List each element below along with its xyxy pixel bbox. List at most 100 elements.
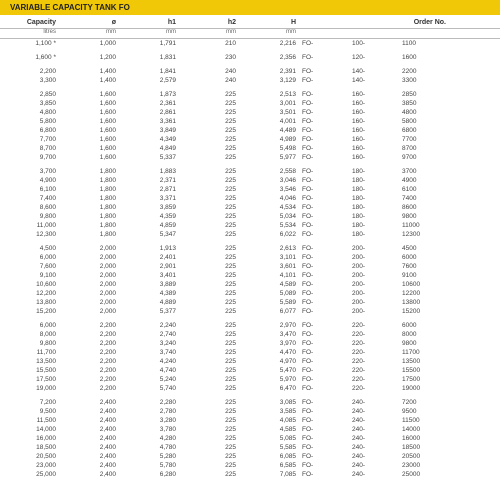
cell-d: 2,200 [60,316,120,330]
cell-H: 3,470 [240,330,300,339]
cell-cap: 3,700 [0,162,60,176]
cell-order-0: FO- [300,230,350,239]
cell-order-0: FO- [300,470,350,479]
title-bar: VARIABLE CAPACITY TANK FO [0,0,500,15]
cell-order-1: 160- [350,85,400,99]
cell-order-2: 11000 [400,221,450,230]
table-row: 3,3001,4002,5792403,129FO-140-3300 [0,76,500,85]
table-row: 7,7001,6004,3492254,989FO-160-7700 [0,135,500,144]
cell-d: 1,600 [60,144,120,153]
cell-order-2: 8600 [400,203,450,212]
cell-order-1: 220- [350,330,400,339]
cell-H: 5,085 [240,434,300,443]
cell-order-1: 240- [350,407,400,416]
cell-order-0: FO- [300,375,350,384]
cell-h1: 4,780 [120,443,180,452]
cell-H: 4,101 [240,271,300,280]
cell-cap: 11,500 [0,416,60,425]
table-row: 9,8002,2003,2402253,970FO-220-9800 [0,339,500,348]
cell-order-2: 9100 [400,271,450,280]
cell-d: 2,200 [60,384,120,393]
cell-order-1: 200- [350,307,400,316]
cell-h1: 4,280 [120,434,180,443]
cell-order-1: 240- [350,461,400,470]
cell-cap: 9,800 [0,212,60,221]
cell-h1: 3,780 [120,425,180,434]
cell-cap: 15,200 [0,307,60,316]
cell-order-1: 160- [350,117,400,126]
cell-cap: 1,600 * [0,48,60,62]
table-row: 13,5002,2004,2402254,970FO-220-13500 [0,357,500,366]
cell-d: 1,600 [60,126,120,135]
table-row: 2,2001,4001,8412402,391FO-140-2200 [0,62,500,76]
cell-order-2: 4500 [400,239,450,253]
table-row: 11,5002,4003,2802254,085FO-240-11500 [0,416,500,425]
cell-H: 7,085 [240,470,300,479]
cell-H: 4,001 [240,117,300,126]
cell-order-1: 140- [350,62,400,76]
cell-d: 2,400 [60,416,120,425]
cell-order-1: 220- [350,316,400,330]
cell-order-1: 160- [350,108,400,117]
cell-h2: 225 [180,393,240,407]
cell-order-1: 220- [350,384,400,393]
table-row: 4,5002,0001,9132252,613FO-200-4500 [0,239,500,253]
table-row: 3,7001,8001,8832252,558FO-180-3700 [0,162,500,176]
cell-H: 2,513 [240,85,300,99]
cell-h1: 3,889 [120,280,180,289]
cell-order-1: 200- [350,239,400,253]
col-h2: h2 [180,15,240,29]
cell-h1: 4,859 [120,221,180,230]
cell-order-0: FO- [300,307,350,316]
cell-order-2: 9800 [400,339,450,348]
cell-order-1: 200- [350,289,400,298]
cell-cap: 6,800 [0,126,60,135]
cell-order-0: FO- [300,271,350,280]
cell-order-2: 14000 [400,425,450,434]
cell-order-0: FO- [300,153,350,162]
cell-cap: 8,000 [0,330,60,339]
cell-h2: 225 [180,330,240,339]
cell-order-2: 20500 [400,452,450,461]
page-title: VARIABLE CAPACITY TANK FO [10,3,130,12]
cell-order-0: FO- [300,330,350,339]
cell-order-2: 6000 [400,316,450,330]
cell-order-2: 4900 [400,176,450,185]
unit-h2: mm [180,29,240,39]
table-row: 20,5002,4005,2802256,085FO-240-20500 [0,452,500,461]
col-h1: h1 [120,15,180,29]
cell-h1: 2,361 [120,99,180,108]
cell-d: 1,800 [60,212,120,221]
cell-d: 1,800 [60,194,120,203]
cell-h2: 210 [180,39,240,49]
unit-capacity: litres [0,29,60,39]
cell-h1: 2,740 [120,330,180,339]
cell-d: 2,000 [60,289,120,298]
cell-h2: 225 [180,135,240,144]
cell-d: 2,200 [60,375,120,384]
cell-order-0: FO- [300,85,350,99]
cell-H: 6,077 [240,307,300,316]
table-row: 16,0002,4004,2802255,085FO-240-16000 [0,434,500,443]
cell-cap: 11,000 [0,221,60,230]
cell-order-2: 11700 [400,348,450,357]
cell-order-0: FO- [300,239,350,253]
table-row: 1,100 *1,0001,7912102,216FO-100-1100 [0,39,500,49]
cell-H: 4,470 [240,348,300,357]
cell-h2: 240 [180,76,240,85]
cell-h1: 5,740 [120,384,180,393]
cell-order-0: FO- [300,99,350,108]
cell-order-2: 2200 [400,62,450,76]
cell-h1: 5,240 [120,375,180,384]
cell-d: 1,400 [60,76,120,85]
cell-cap: 3,850 [0,99,60,108]
cell-order-2: 7700 [400,135,450,144]
cell-h1: 1,873 [120,85,180,99]
unit-h1: mm [120,29,180,39]
cell-H: 3,001 [240,99,300,108]
cell-H: 3,970 [240,339,300,348]
cell-order-0: FO- [300,185,350,194]
cell-h2: 225 [180,108,240,117]
cell-H: 5,977 [240,153,300,162]
cell-d: 1,800 [60,176,120,185]
